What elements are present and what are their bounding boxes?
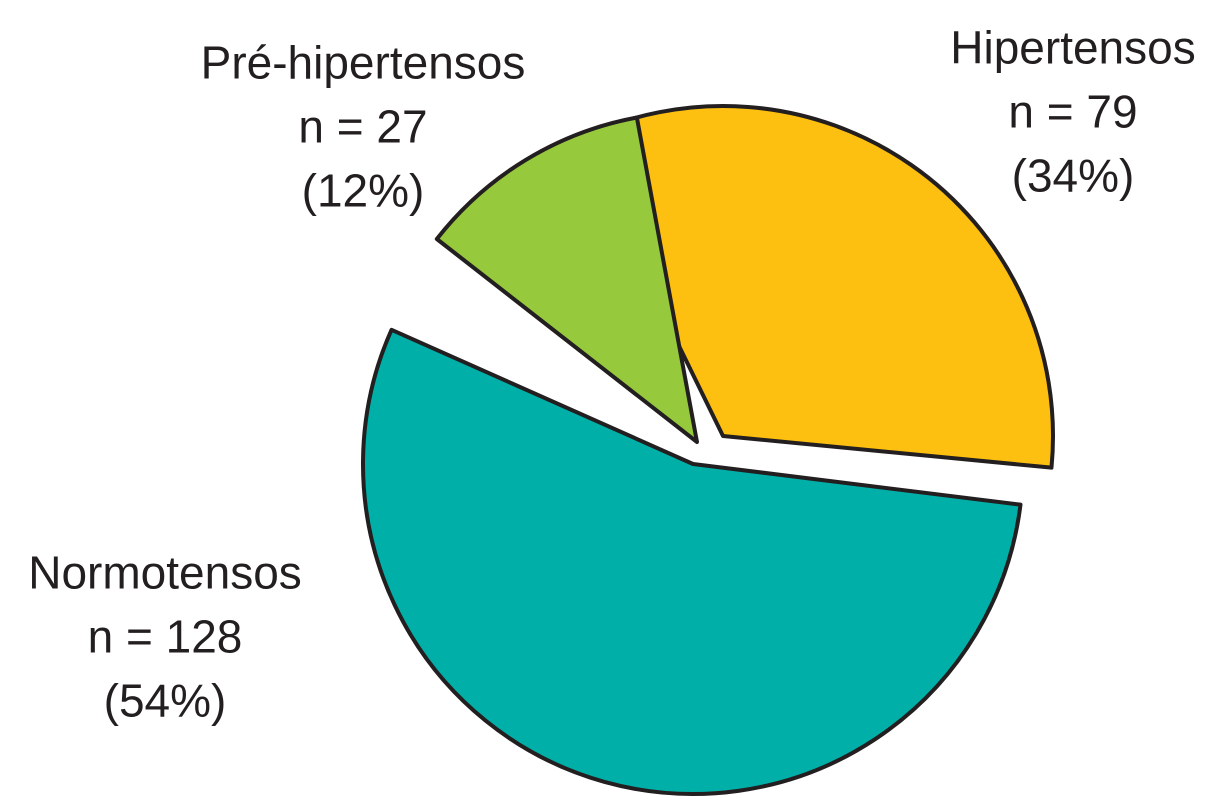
slice-label-name: Pré-hipertensos [201, 37, 526, 89]
slice-label-count: n = 128 [88, 611, 243, 663]
pie-slice-pre-hipertensos [434, 115, 699, 444]
slice-label-percent: (54%) [104, 675, 227, 727]
pie-slice-hipertensos [576, 104, 1055, 470]
slice-label-name: Normotensos [28, 547, 302, 599]
slice-label-hipertensos: Hipertensos n = 79 (34%) [950, 22, 1195, 202]
slice-label-name: Hipertensos [950, 22, 1195, 74]
slice-label-pre-hipertensos: Pré-hipertensos n = 27 (12%) [201, 37, 526, 217]
pie-slices [361, 104, 1055, 796]
slice-label-percent: (34%) [1012, 150, 1135, 202]
slice-label-percent: (12%) [302, 165, 425, 217]
slice-label-count: n = 27 [298, 101, 427, 153]
pie-labels: Hipertensos n = 79 (34%) Normotensos n = 128… [28, 22, 1196, 727]
slice-label-count: n = 79 [1008, 86, 1137, 138]
pie-slice-normotensos [361, 327, 1023, 796]
slice-label-normotensos: Normotensos n = 128 (54%) [28, 547, 302, 727]
